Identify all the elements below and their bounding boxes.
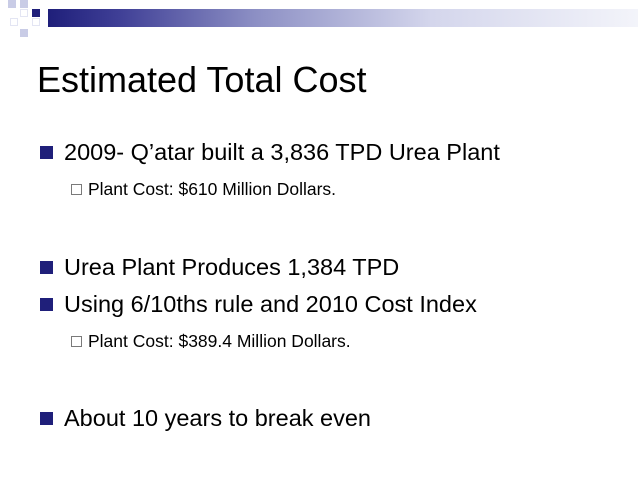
square-bullet-icon [40, 412, 53, 425]
header-gradient-bar [48, 9, 638, 27]
decor-square [32, 18, 40, 26]
hollow-square-bullet-icon [71, 184, 82, 195]
sub-bullet-text: Plant Cost: $610 Million Dollars. [88, 179, 337, 199]
decor-square [20, 0, 28, 8]
slide-title: Estimated Total Cost [37, 59, 367, 100]
decor-square [20, 9, 28, 17]
square-bullet-icon [40, 261, 53, 274]
decor-square [20, 29, 28, 37]
decor-square [32, 9, 40, 17]
sub-bullet-text: Plant Cost: $389.4 Million Dollars. [88, 331, 351, 351]
decor-square [8, 0, 16, 8]
square-bullet-icon [40, 298, 53, 311]
square-bullet-icon [40, 146, 53, 159]
bullet-text: 2009- Q’atar built a 3,836 TPD Urea Plan… [64, 139, 500, 165]
bullet-text: Urea Plant Produces 1,384 TPD [64, 254, 400, 280]
bullet-text: About 10 years to break even [64, 405, 372, 431]
hollow-square-bullet-icon [71, 336, 82, 347]
bullet-text: Using 6/10ths rule and 2010 Cost Index [64, 291, 477, 317]
decor-square [10, 18, 18, 26]
